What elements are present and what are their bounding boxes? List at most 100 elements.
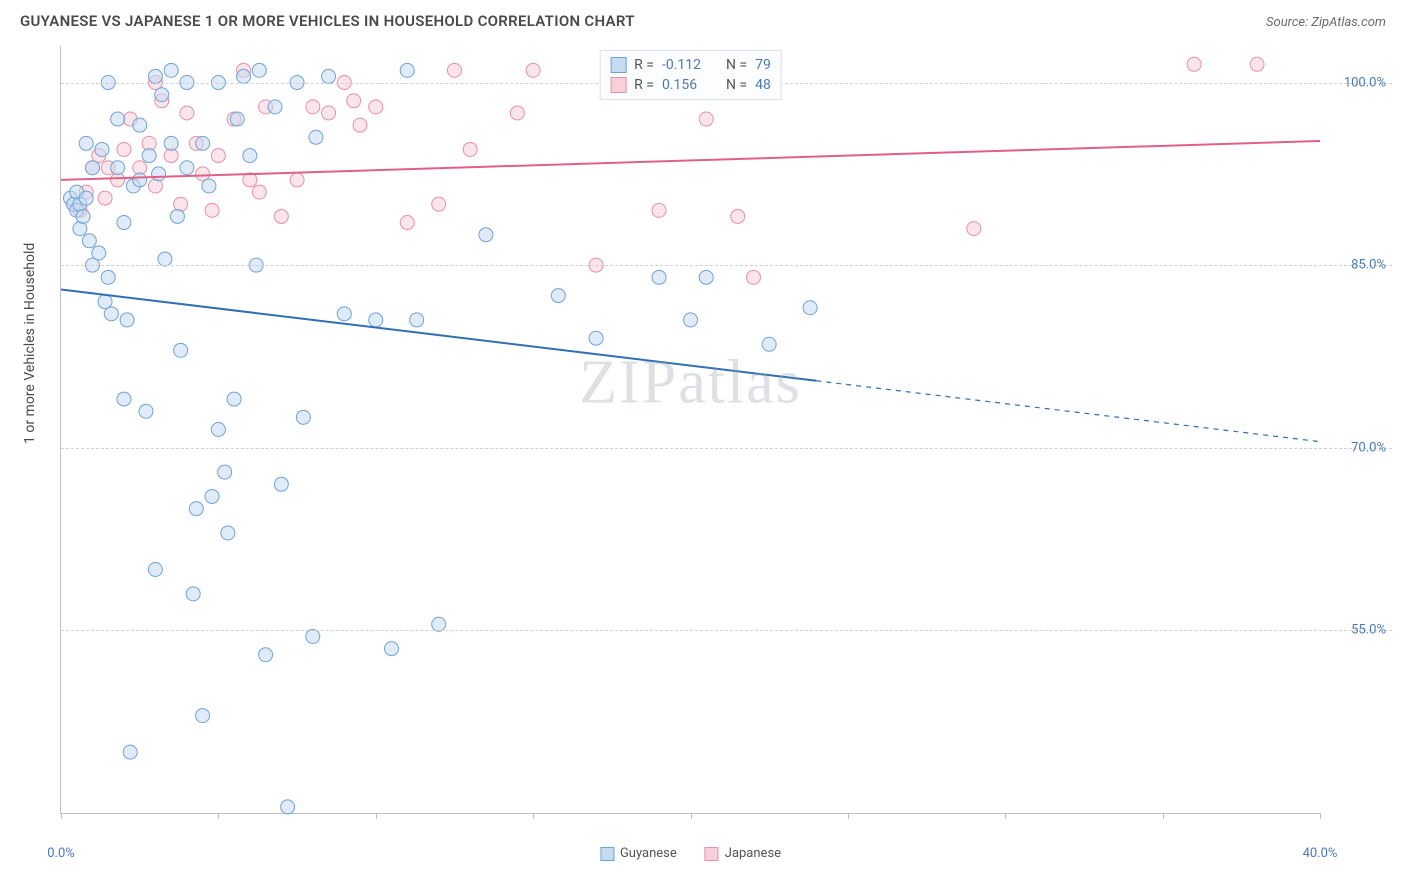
scatter-point-guyanese: [202, 179, 216, 193]
y-axis-label: 1 or more Vehicles in Household: [22, 243, 38, 444]
x-tick: [848, 813, 849, 819]
r-label: R =: [634, 57, 654, 73]
scatter-point-guyanese: [155, 88, 169, 102]
scatter-point-guyanese: [104, 307, 118, 321]
scatter-point-guyanese: [268, 100, 282, 114]
scatter-point-guyanese: [221, 526, 235, 540]
n-label: N =: [726, 57, 747, 73]
scatter-point-japanese: [347, 94, 361, 108]
correlation-row-guyanese: R = -0.112 N = 79: [610, 55, 771, 75]
scatter-point-japanese: [400, 216, 414, 230]
scatter-point-guyanese: [148, 563, 162, 577]
scatter-point-japanese: [252, 185, 266, 199]
scatter-point-guyanese: [196, 709, 210, 723]
scatter-point-guyanese: [296, 410, 310, 424]
scatter-point-guyanese: [309, 130, 323, 144]
scatter-point-japanese: [322, 106, 336, 120]
legend-item-japanese: Japanese: [705, 846, 781, 861]
scatter-point-guyanese: [148, 69, 162, 83]
scatter-point-japanese: [746, 270, 760, 284]
correlation-legend: R = -0.112 N = 79 R = 0.156 N = 48: [599, 50, 782, 100]
scatter-point-guyanese: [432, 617, 446, 631]
scatter-point-japanese: [526, 63, 540, 77]
legend-swatch-guyanese: [610, 57, 626, 73]
scatter-point-guyanese: [139, 404, 153, 418]
scatter-point-guyanese: [684, 313, 698, 327]
scatter-point-japanese: [1187, 57, 1201, 71]
x-tick: [1320, 813, 1321, 819]
scatter-point-guyanese: [259, 648, 273, 662]
scatter-point-guyanese: [551, 289, 565, 303]
correlation-row-japanese: R = 0.156 N = 48: [610, 75, 771, 95]
n-label: N =: [726, 77, 747, 93]
scatter-point-japanese: [967, 222, 981, 236]
r-value-guyanese: -0.112: [662, 57, 718, 73]
scatter-point-guyanese: [306, 629, 320, 643]
scatter-point-guyanese: [152, 167, 166, 181]
x-tick: [533, 813, 534, 819]
scatter-point-japanese: [211, 149, 225, 163]
scatter-point-guyanese: [589, 331, 603, 345]
scatter-point-guyanese: [82, 234, 96, 248]
scatter-point-guyanese: [384, 642, 398, 656]
n-value-guyanese: 79: [755, 57, 771, 73]
legend-swatch-japanese: [610, 77, 626, 93]
x-tick-label: 40.0%: [1303, 846, 1338, 861]
scatter-point-guyanese: [164, 63, 178, 77]
scatter-point-guyanese: [76, 209, 90, 223]
chart-container: 1 or more Vehicles in Household ZIPatlas…: [36, 46, 1392, 842]
scatter-point-guyanese: [322, 69, 336, 83]
scatter-point-guyanese: [123, 745, 137, 759]
chart-header: GUYANESE VS JAPANESE 1 OR MORE VEHICLES …: [0, 0, 1406, 38]
scatter-point-guyanese: [369, 313, 383, 327]
scatter-point-guyanese: [400, 63, 414, 77]
legend-swatch-icon: [600, 847, 614, 861]
scatter-point-guyanese: [479, 228, 493, 242]
x-tick: [1005, 813, 1006, 819]
scatter-point-guyanese: [111, 112, 125, 126]
trend-line-guyanese: [61, 289, 816, 380]
scatter-point-guyanese: [117, 392, 131, 406]
y-tick-label: 85.0%: [1326, 258, 1386, 273]
scatter-point-japanese: [731, 209, 745, 223]
scatter-point-japanese: [432, 197, 446, 211]
legend-label-japanese: Japanese: [725, 846, 781, 861]
scatter-point-japanese: [369, 100, 383, 114]
trend-line-guyanese-dashed: [816, 381, 1320, 442]
scatter-point-guyanese: [79, 136, 93, 150]
plot-svg: [61, 46, 1320, 813]
scatter-point-japanese: [180, 106, 194, 120]
scatter-point-guyanese: [186, 587, 200, 601]
chart-source: Source: ZipAtlas.com: [1266, 15, 1386, 30]
scatter-point-guyanese: [180, 161, 194, 175]
scatter-point-japanese: [463, 142, 477, 156]
scatter-point-japanese: [652, 203, 666, 217]
legend-label-guyanese: Guyanese: [620, 846, 677, 861]
scatter-point-guyanese: [337, 307, 351, 321]
x-tick-label: 0.0%: [47, 846, 75, 861]
scatter-point-guyanese: [274, 477, 288, 491]
scatter-point-japanese: [205, 203, 219, 217]
scatter-point-japanese: [274, 209, 288, 223]
scatter-point-guyanese: [142, 149, 156, 163]
r-label: R =: [634, 77, 654, 93]
scatter-point-japanese: [98, 191, 112, 205]
scatter-point-guyanese: [158, 252, 172, 266]
scatter-point-guyanese: [120, 313, 134, 327]
scatter-point-japanese: [290, 173, 304, 187]
scatter-point-guyanese: [174, 343, 188, 357]
n-value-japanese: 48: [755, 77, 771, 93]
gridline: [61, 448, 1392, 449]
scatter-point-guyanese: [252, 63, 266, 77]
scatter-point-guyanese: [117, 216, 131, 230]
legend-item-guyanese: Guyanese: [600, 846, 677, 861]
scatter-point-guyanese: [237, 69, 251, 83]
scatter-point-guyanese: [218, 465, 232, 479]
scatter-point-japanese: [306, 100, 320, 114]
gridline: [61, 265, 1392, 266]
scatter-point-guyanese: [92, 246, 106, 260]
scatter-point-guyanese: [211, 423, 225, 437]
scatter-point-guyanese: [281, 800, 295, 814]
y-tick-label: 70.0%: [1326, 440, 1386, 455]
scatter-point-guyanese: [111, 161, 125, 175]
